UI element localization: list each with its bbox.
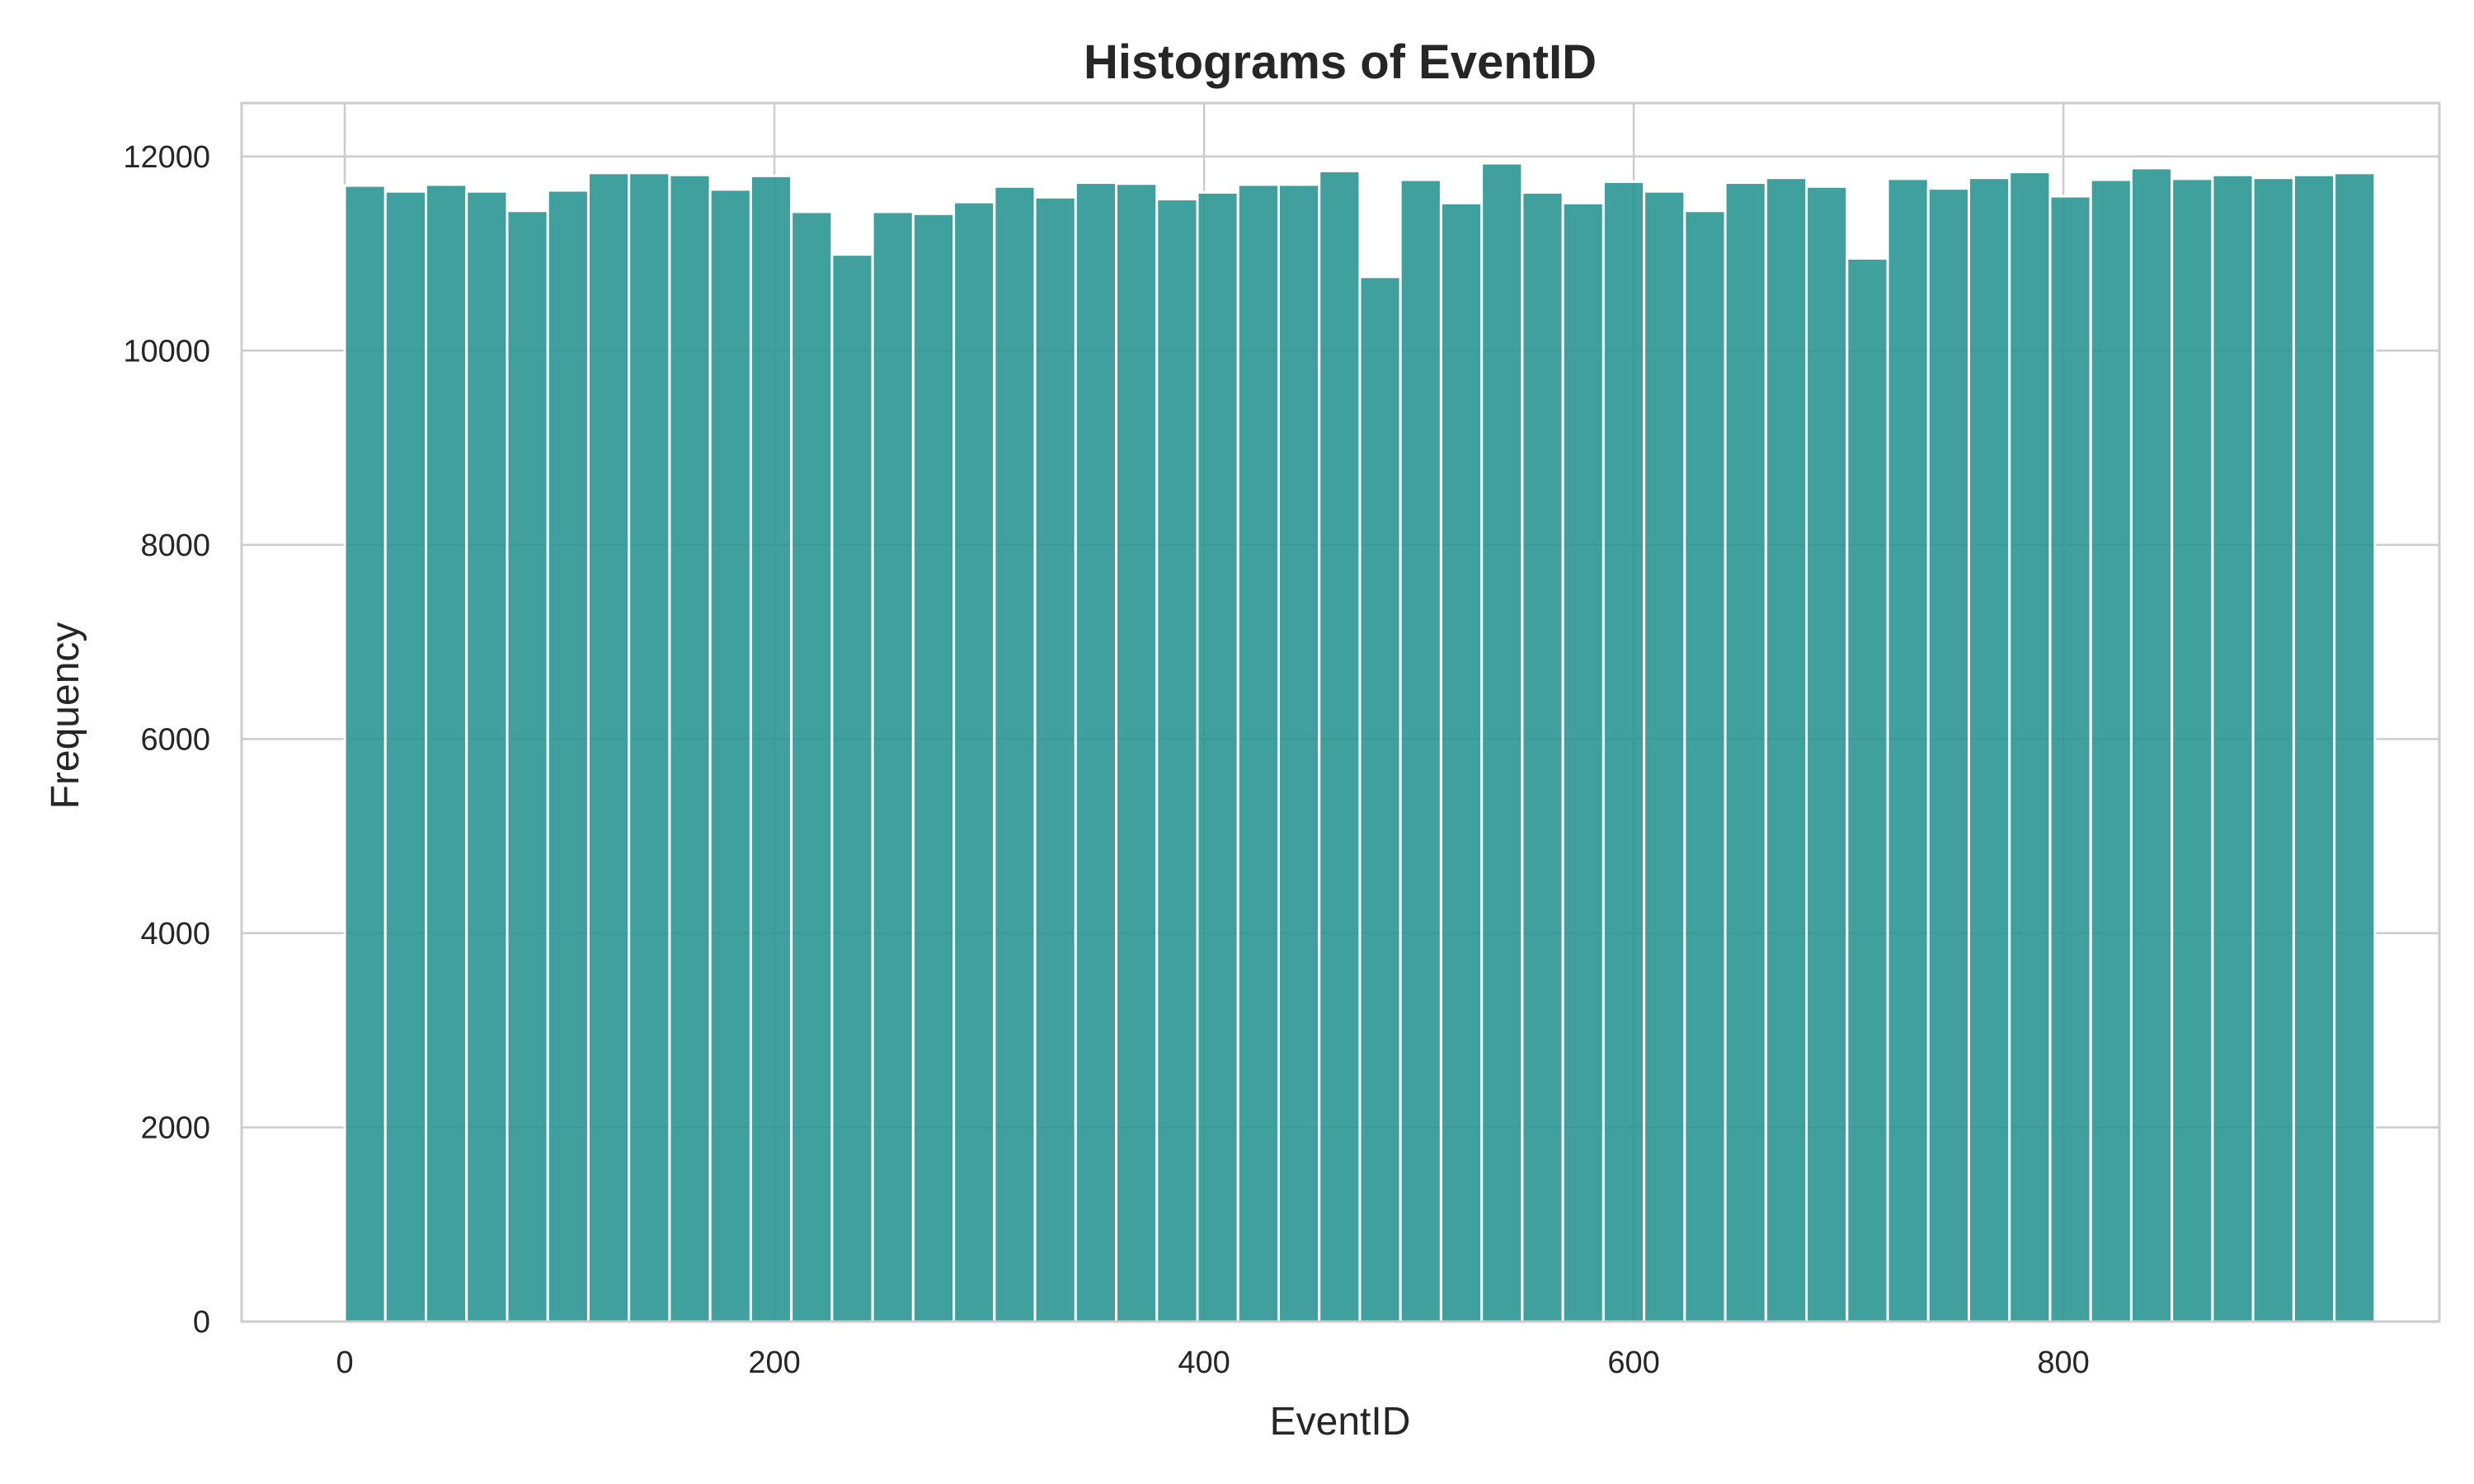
chart-title: Histograms of EventID [1084,35,1597,89]
bars [343,162,2377,1323]
x-tick-label: 800 [2037,1345,2089,1380]
histogram-bar [586,171,631,1323]
histogram-bar [1561,201,1605,1323]
histogram-bar [2089,178,2133,1323]
histogram-bar [1724,181,1767,1323]
histogram-bar [383,190,428,1323]
histogram-bar [871,210,915,1323]
histogram-bar [2008,171,2052,1323]
histogram-bar [911,212,956,1323]
histogram-bar [1764,176,1808,1323]
y-tick-label: 12000 [123,140,210,175]
x-axis-label: EventID [1270,1400,1411,1444]
histogram-bar [1967,176,2011,1323]
y-tick-label: 8000 [140,528,210,563]
y-axis-label: Frequency [44,622,87,810]
histogram-bar [1846,256,1889,1323]
histogram-bar [2251,176,2295,1323]
histogram-bar [830,253,874,1323]
x-tick-label: 400 [1178,1345,1230,1380]
histogram-bar [1318,169,1362,1323]
histogram-bar [1358,275,1402,1323]
histogram-bar [1155,198,1199,1323]
plot-frame [240,101,2441,1323]
histogram-bar [1277,183,1321,1323]
y-tick-label: 10000 [123,334,210,369]
histogram-bar [1196,190,1239,1323]
histogram-bar [790,210,834,1323]
histogram-bar [1033,195,1077,1323]
x-tick-label: 600 [1607,1345,1659,1380]
histogram-bar [708,188,752,1323]
histogram-bar [1480,162,1524,1323]
histogram-bar [343,184,387,1323]
histogram-bar [1602,180,1646,1323]
histogram-bar [1236,183,1280,1323]
histogram-bar [2048,195,2092,1323]
histogram-bar [749,174,793,1323]
histogram-bar [1074,181,1118,1323]
histogram-bar [1439,201,1484,1323]
histogram-bar [668,173,712,1323]
y-tick-label: 6000 [140,722,210,757]
histogram-bar [1115,182,1159,1323]
histogram-bar [2129,167,2174,1323]
histogram-bar [1521,190,1564,1323]
histogram-bar [1886,177,1930,1323]
histogram-bar [506,209,549,1323]
histogram-bar [2292,173,2336,1323]
histogram-bar [2211,173,2255,1323]
histogram-bar [465,190,509,1323]
histogram-bar [1643,190,1686,1323]
histogram-bar [2171,177,2214,1323]
histogram-bar [993,185,1037,1323]
histogram-bar [425,183,468,1323]
histogram-bar [952,200,996,1323]
histogram-bar [1805,185,1849,1323]
y-axis-ticks: 0 2000 4000 6000 8000 10000 12000 [123,140,210,1340]
histogram-bar [628,171,671,1323]
histogram-bar [1399,178,1442,1323]
x-tick-label: 0 [336,1345,353,1380]
x-tick-label: 200 [748,1345,800,1380]
histogram-bar [1683,209,1727,1323]
histogram-bar [546,189,590,1323]
y-tick-label: 4000 [140,917,210,951]
y-tick-label: 0 [193,1305,210,1340]
y-tick-label: 2000 [140,1111,210,1145]
histogram-bar [1926,187,1970,1323]
x-axis-ticks: 0 200 400 600 800 [336,1345,2089,1380]
histogram-bar [2333,171,2377,1323]
